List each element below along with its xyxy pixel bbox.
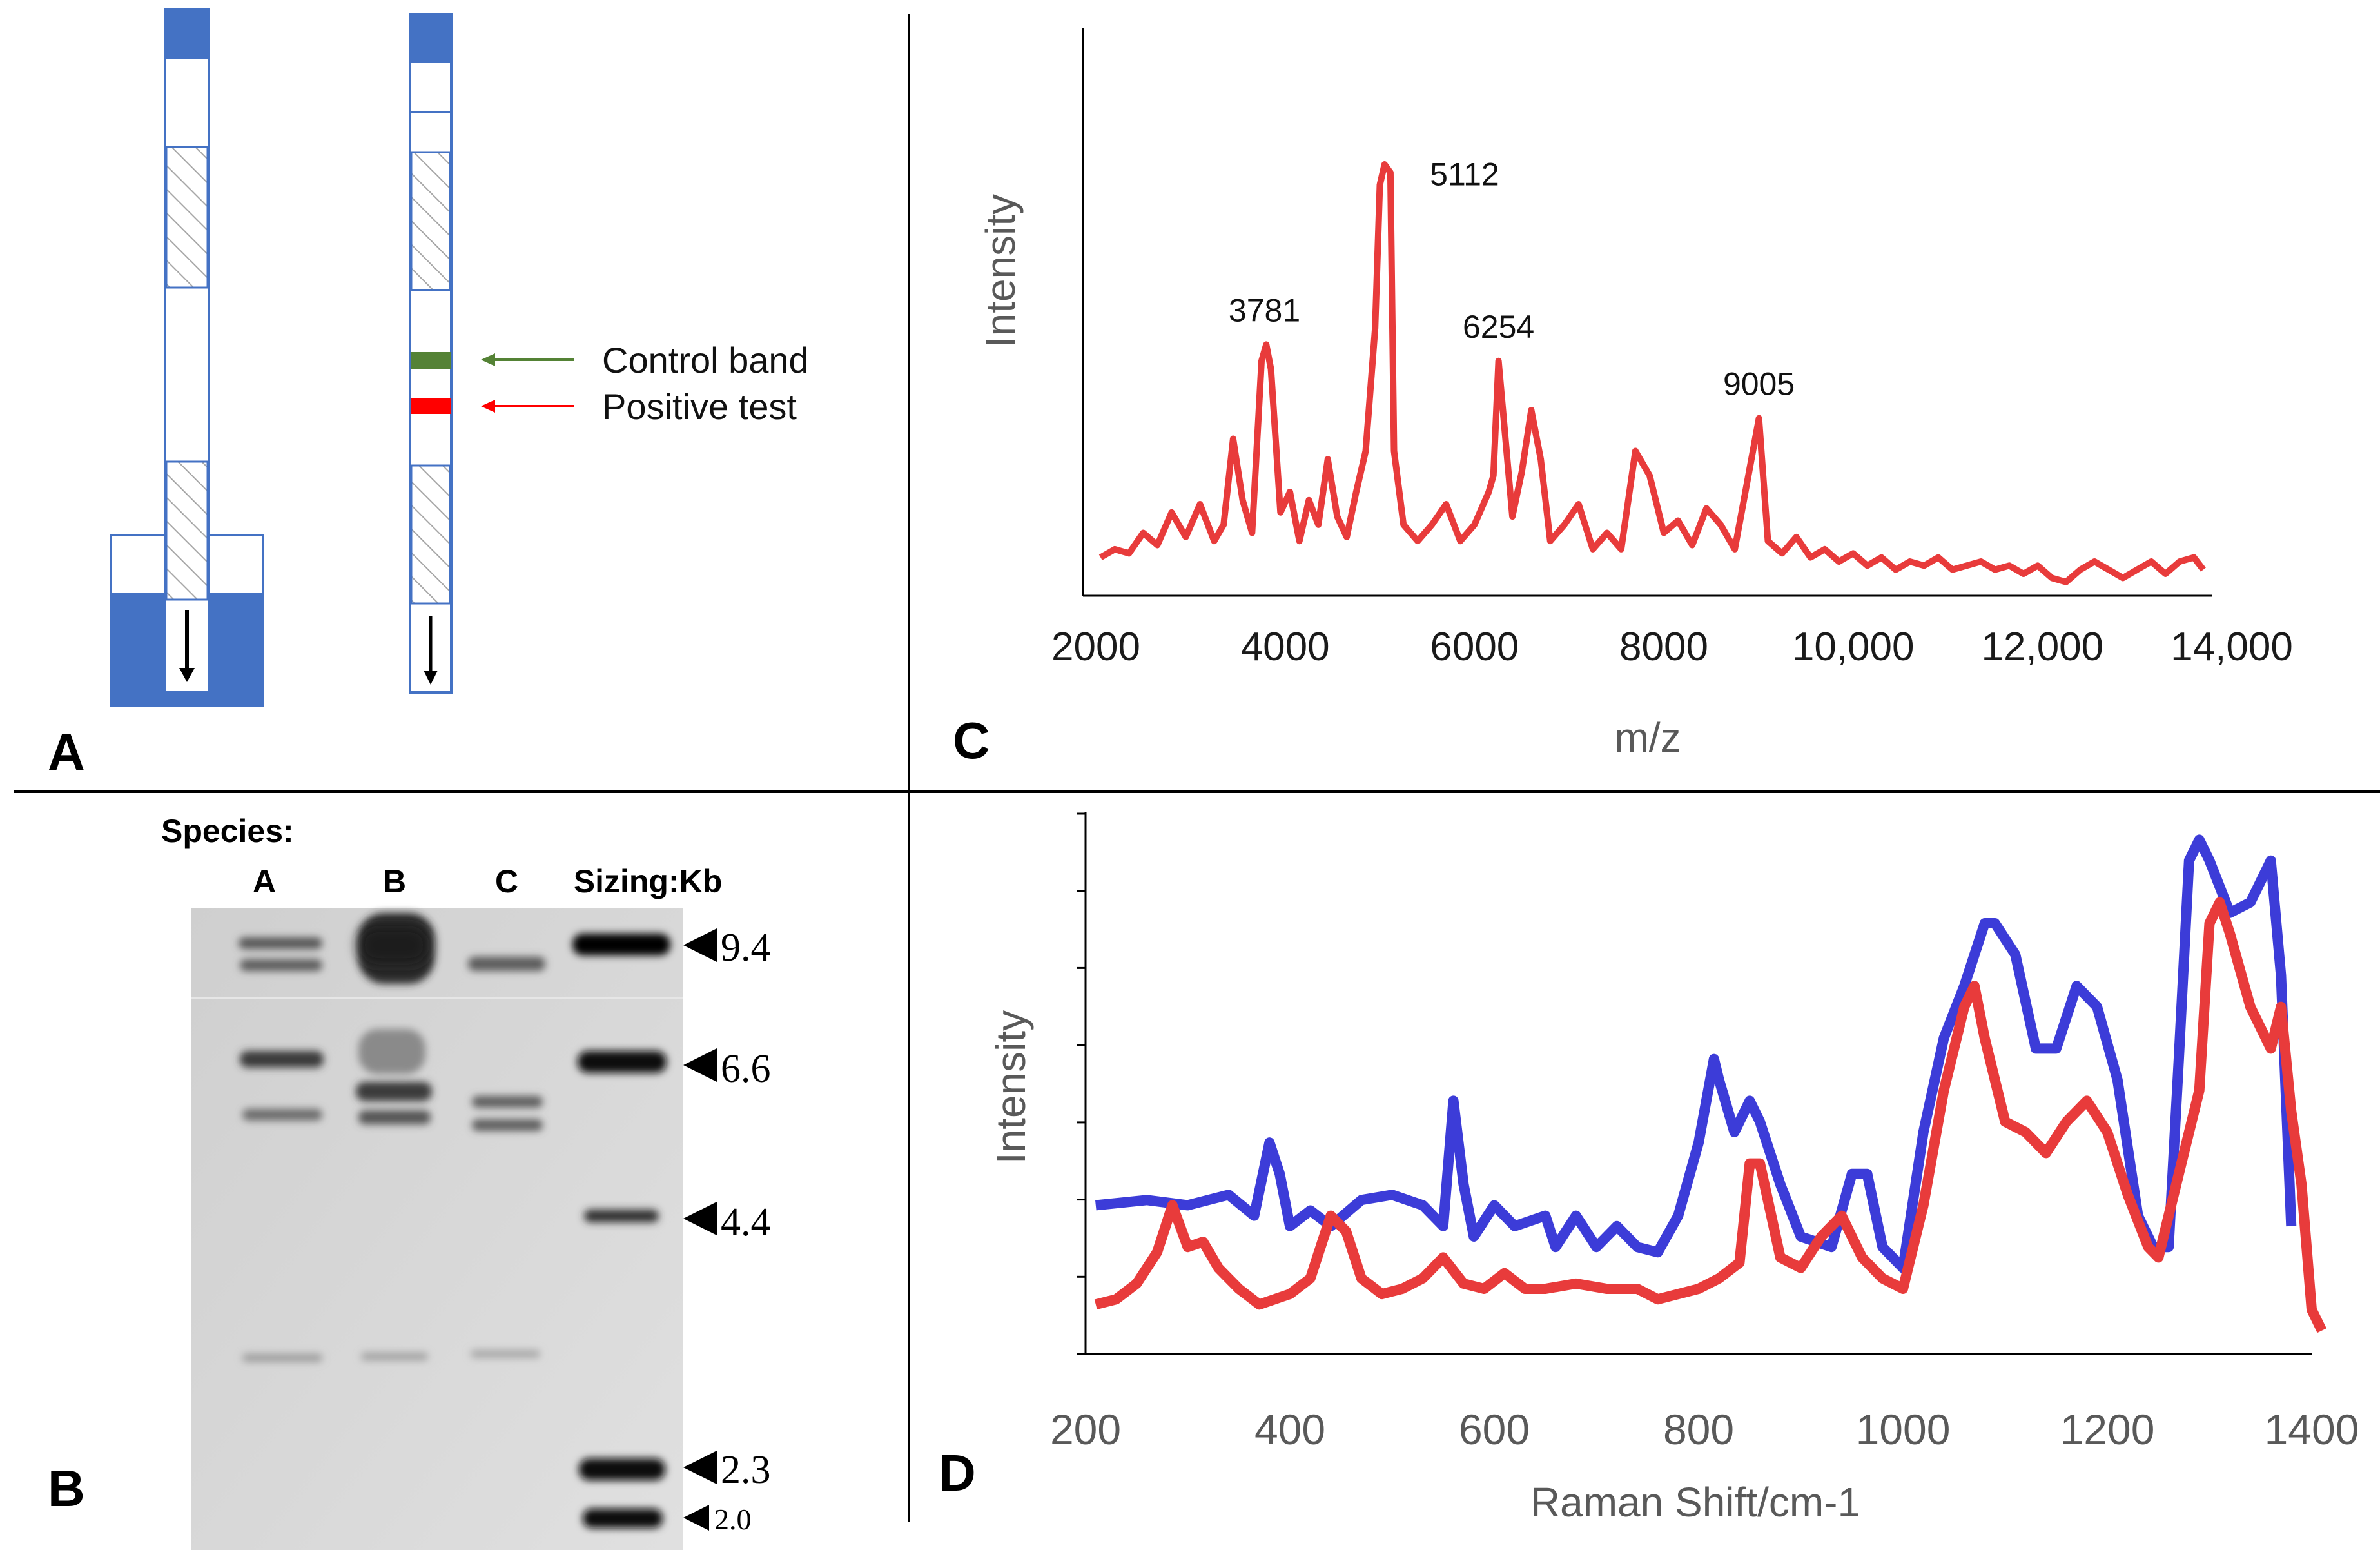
x-tick-label: 800: [1663, 1406, 1734, 1453]
absorbent-pad: [165, 9, 209, 59]
peak-label: 9005: [1723, 366, 1795, 402]
sample-pad: [410, 464, 451, 605]
marker-arrow-icon: [683, 1505, 709, 1531]
control-band: [411, 352, 451, 369]
x-tick-label: 400: [1254, 1406, 1325, 1453]
control-band-label: Control band: [602, 340, 809, 380]
size-markers: 9.4 6.6 4.4 2.3 2.0: [683, 926, 771, 1536]
peak-label: 5112: [1430, 157, 1499, 193]
x-tick-labels: 200 400 600 800 1000 1200 1400: [1050, 1406, 2359, 1453]
positive-test-pointer: Positive test: [481, 386, 797, 427]
positive-test-label: Positive test: [602, 386, 797, 427]
sizing-label: Sizing:Kb: [574, 863, 723, 899]
lane-label-b: B: [383, 863, 406, 899]
marker-2-3: 2.3: [721, 1448, 771, 1492]
panel-label-d: D: [939, 1444, 976, 1502]
conjugate-pad: [410, 151, 451, 291]
marker-arrow-icon: [683, 1202, 717, 1235]
sample-pad: [165, 460, 209, 601]
panel-c-chart: Intensity 2000 4000 6000 8000 10,000 12,000 14…: [953, 28, 2293, 769]
marker-6-6: 6.6: [721, 1047, 771, 1091]
species-label: Species:: [161, 813, 294, 849]
marker-4-4: 4.4: [721, 1200, 771, 1244]
lane-label-a: A: [253, 863, 276, 899]
panel-label-c: C: [953, 712, 990, 769]
conjugate-pad: [165, 146, 209, 289]
panel-label-a: A: [48, 723, 85, 781]
x-tick-label: 14,000: [2170, 625, 2293, 669]
x-tick-label: 1000: [1856, 1406, 1951, 1453]
test-band: [411, 398, 451, 414]
control-band-pointer: Control band: [481, 340, 809, 380]
x-tick-labels: 2000 4000 6000 8000 10,000 12,000 14,000: [1051, 625, 2293, 669]
x-tick-label: 1400: [2265, 1406, 2359, 1453]
marker-arrow-icon: [683, 928, 717, 962]
gel-image: [191, 908, 683, 1550]
x-tick-label: 600: [1459, 1406, 1530, 1453]
x-tick-label: 2000: [1051, 625, 1140, 669]
marker-9-4: 9.4: [721, 926, 771, 970]
peak-labels: 3781 5112 6254 9005: [1229, 157, 1795, 402]
x-tick-label: 6000: [1430, 625, 1519, 669]
y-axis-label: Intensity: [977, 194, 1024, 348]
marker-2-0: 2.0: [714, 1503, 752, 1536]
panel-a-diagram: Control band Positive test A: [48, 8, 809, 781]
peak-label: 6254: [1463, 309, 1534, 345]
x-tick-label: 12,000: [1982, 625, 2104, 669]
gel-bands: [239, 913, 670, 1528]
x-tick-label: 10,000: [1792, 625, 1915, 669]
panel-d-chart: Intensity 200 400 600 800 1000 1200 1400 Raman…: [939, 812, 2359, 1525]
absorbent-pad: [410, 14, 451, 63]
peak-label: 3781: [1229, 292, 1300, 328]
x-tick-label: 200: [1050, 1406, 1121, 1453]
x-axis-label: m/z: [1614, 714, 1681, 761]
y-axis-ticks: [1077, 812, 1086, 1355]
y-axis-label: Intensity: [988, 1010, 1034, 1164]
series-line-blue-spectrum: [1095, 834, 2297, 1273]
marker-arrow-icon: [683, 1451, 717, 1484]
marker-arrow-icon: [683, 1048, 717, 1082]
panel-label-b: B: [48, 1460, 85, 1517]
lane-label-c: C: [495, 863, 518, 899]
x-tick-label: 1200: [2060, 1406, 2155, 1453]
series-line-red-spectrum: [1094, 897, 2326, 1333]
x-tick-label: 8000: [1619, 625, 1708, 669]
test-strip-dipped: [110, 8, 264, 707]
down-arrow-icon: [179, 610, 195, 682]
x-axis-label: Raman Shift/cm-1: [1530, 1479, 1860, 1525]
series-line-spectrum: [1098, 161, 2206, 585]
panel-b-gel: Species: A B C Sizing:Kb: [48, 813, 771, 1550]
test-strip-result: [409, 13, 453, 694]
down-arrow-icon: [424, 616, 438, 685]
x-tick-label: 4000: [1241, 625, 1330, 669]
